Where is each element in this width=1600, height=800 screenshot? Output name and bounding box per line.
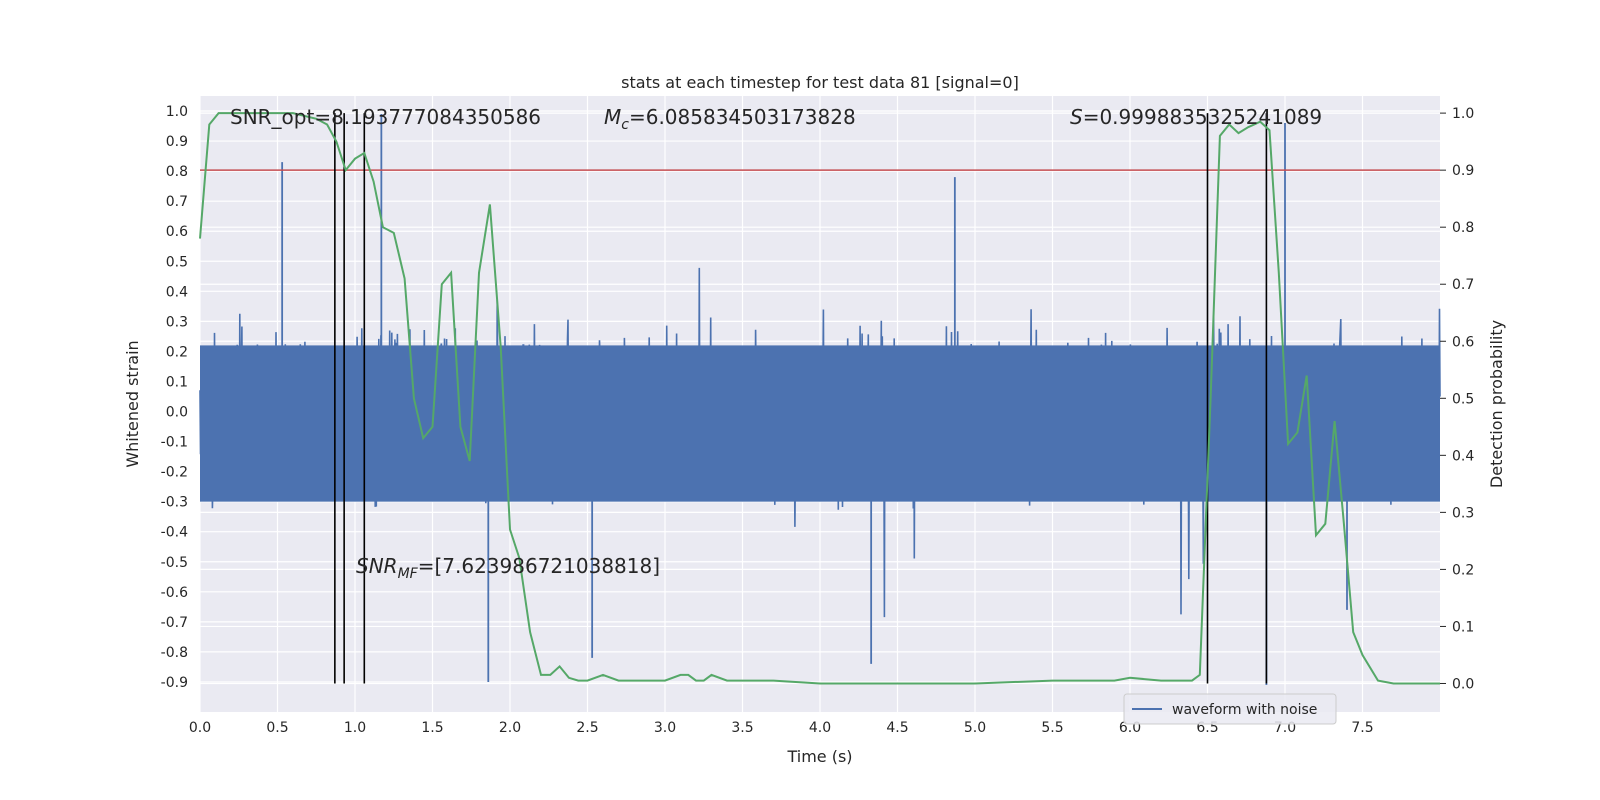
- annotation-snr-mf-sub: MF: [398, 566, 419, 582]
- y-tick-label-left: -0.6: [161, 585, 188, 601]
- x-tick-label: 1.5: [421, 720, 443, 736]
- y-tick-label-right: 0.3: [1452, 505, 1474, 521]
- marker-lines: [334, 113, 1268, 684]
- y-tick-label-left: 0.6: [166, 224, 188, 240]
- y-tick-label-right: 0.1: [1452, 619, 1474, 635]
- x-tick-label: 7.5: [1351, 720, 1373, 736]
- x-tick-label: 4.5: [886, 720, 908, 736]
- y-tick-label-right: 0.9: [1452, 163, 1474, 179]
- probability-line: [199, 112, 1440, 685]
- y-tick-label-left: 0.3: [166, 314, 188, 330]
- y-tick-label-right: 0.5: [1452, 391, 1474, 407]
- x-tick-label: 4.0: [809, 720, 831, 736]
- annotation-mc: Mc=6.085834503173828: [604, 105, 856, 133]
- y-tick-label-left: 0.1: [166, 374, 188, 390]
- y-tick-label-left: 0.8: [166, 164, 188, 180]
- y-tick-label-right: 0.7: [1452, 277, 1474, 293]
- y-tick-label-left: 0.4: [166, 284, 188, 300]
- annotation-snr-opt: SNR_opt=8.193777084350586: [230, 105, 541, 129]
- x-tick-label: 2.0: [499, 720, 521, 736]
- y-tick-label-right: 0.4: [1452, 448, 1474, 464]
- annotation-s-symbol: S: [1070, 105, 1083, 129]
- x-tick-label: 3.5: [731, 720, 753, 736]
- legend-box: [1123, 693, 1337, 725]
- annotation-s: S=0.9998835325241089: [1070, 105, 1322, 129]
- annotation-snr-mf-value: =[7.623986721038818]: [418, 554, 660, 578]
- y-tick-label-left: 0.2: [166, 344, 188, 360]
- y-tick-label-left: -0.7: [161, 615, 188, 631]
- y-tick-label-left: -0.2: [161, 465, 188, 481]
- probability-series: [199, 112, 1440, 685]
- y-tick-label-right: 0.2: [1452, 562, 1474, 578]
- x-tick-label: 5.0: [964, 720, 986, 736]
- y-tick-label-left: -0.4: [161, 525, 188, 541]
- annotation-snr-mf-symbol: SNR: [356, 554, 398, 578]
- x-tick-label: 0.0: [189, 720, 211, 736]
- y-tick-label-right: 0.6: [1452, 334, 1474, 350]
- axes: 0.0 0.5 1.0 1.5 2.0 2.5 3.0 3.5 4.0 4.5 5.0 5.5 6.0 6…: [161, 104, 1475, 736]
- x-tick-label: 2.5: [576, 720, 598, 736]
- y-tick-label-left: 0.5: [166, 254, 188, 270]
- y-tick-label-left: -0.8: [161, 645, 188, 661]
- y-axis-label-left: Whitened strain: [123, 340, 142, 467]
- waveform-series: [199, 114, 1441, 685]
- annotation-mc-value: =6.085834503173828: [629, 105, 856, 129]
- annotation-s-value: =0.9998835325241089: [1083, 105, 1322, 129]
- y-tick-label-left: -0.9: [161, 675, 188, 691]
- y-tick-label-left: 0.9: [166, 134, 188, 150]
- legend-entry-waveform: waveform with noise: [1172, 702, 1317, 718]
- x-axis-label: Time (s): [786, 747, 852, 766]
- annotation-mc-sub: c: [621, 117, 629, 133]
- x-tick-label: 5.5: [1041, 720, 1063, 736]
- waveform-core-band: [200, 345, 1440, 502]
- y-tick-label-left: 0.0: [166, 405, 188, 421]
- annotation-snr-mf: SNRMF=[7.623986721038818]: [356, 554, 660, 582]
- y-tick-label-right: 0.0: [1452, 676, 1474, 692]
- y-tick-label-left: 1.0: [166, 104, 188, 120]
- x-tick-label: 0.5: [266, 720, 288, 736]
- legend: waveform with noise: [1123, 693, 1337, 725]
- y-tick-label-left: -0.3: [161, 495, 188, 511]
- annotation-mc-symbol: M: [604, 105, 621, 129]
- x-tick-label: 1.0: [344, 720, 366, 736]
- y-tick-label-right: 0.8: [1452, 220, 1474, 236]
- y-tick-label-left: 0.7: [166, 194, 188, 210]
- x-tick-label: 3.0: [654, 720, 676, 736]
- y-tick-label-right: 1.0: [1452, 106, 1474, 122]
- y-tick-label-left: -0.5: [161, 555, 188, 571]
- chart-title: stats at each timestep for test data 81 …: [621, 73, 1019, 92]
- y-tick-label-left: -0.1: [161, 435, 188, 451]
- y-axis-label-right: Detection probability: [1487, 320, 1506, 488]
